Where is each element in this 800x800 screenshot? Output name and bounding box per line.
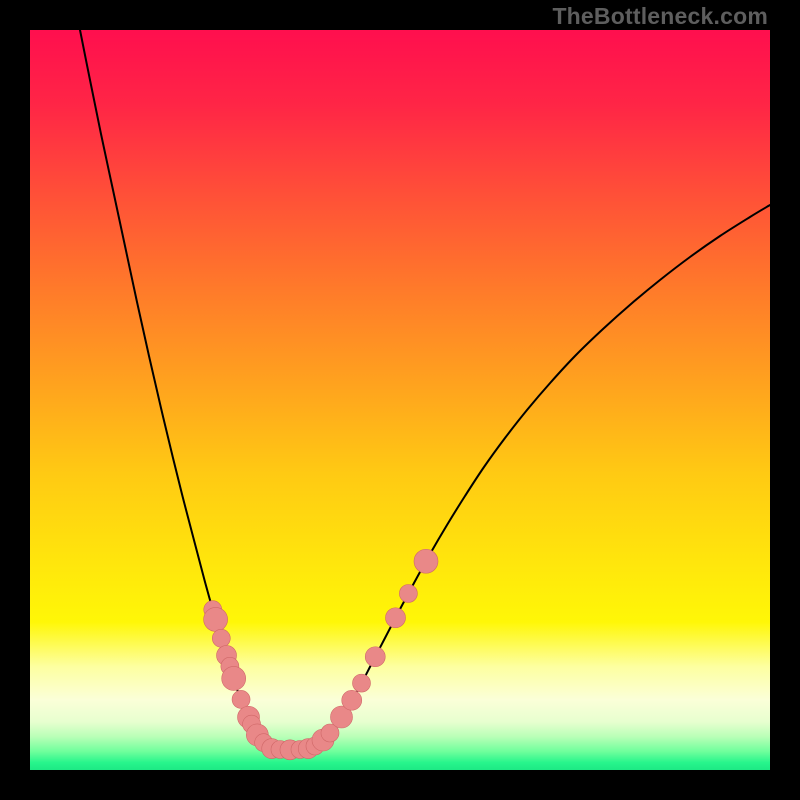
chart-container: TheBottleneck.com — [0, 0, 800, 800]
plot-area — [30, 30, 770, 770]
watermark-text: TheBottleneck.com — [552, 3, 768, 30]
